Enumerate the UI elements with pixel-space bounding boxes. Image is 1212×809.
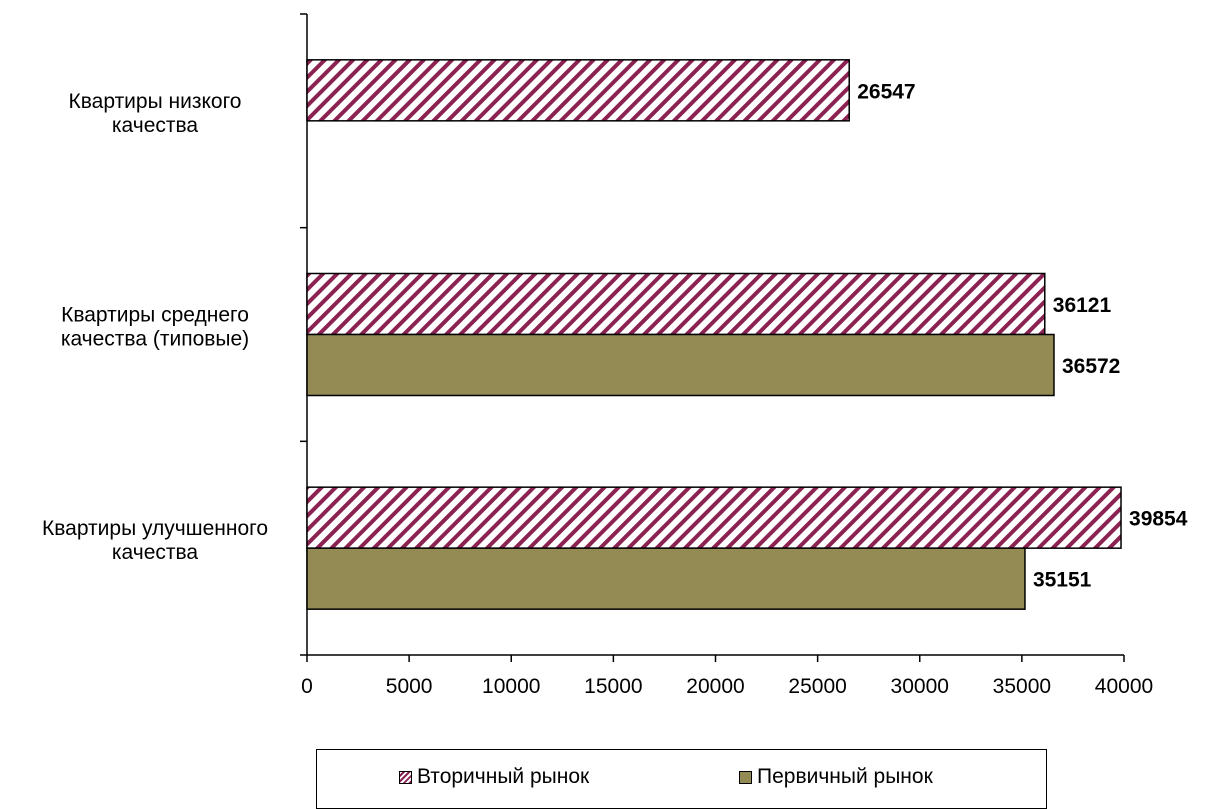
data-label: 36572: [1062, 355, 1120, 378]
x-tick-label: 40000: [1095, 675, 1153, 698]
x-tick-label: 15000: [584, 675, 642, 698]
x-tick-label: 30000: [891, 675, 949, 698]
bar-secondary-market: [306, 272, 1046, 336]
x-tick-label: 0: [301, 675, 313, 698]
category-label: Квартиры улучшенного качества: [42, 517, 268, 564]
legend-label-primary: Первичный рынок: [757, 765, 933, 788]
legend-swatch-solid: [739, 770, 752, 784]
legend-swatch-hatched: [399, 770, 412, 784]
category-label: Квартиры низкого качества: [69, 90, 242, 137]
bar-secondary-market: [306, 59, 850, 122]
legend-label-secondary: Вторичный рынок: [417, 765, 590, 788]
legend: Вторичный рынок Первичный рынок: [316, 749, 1047, 809]
x-tick-label: 5000: [386, 675, 433, 698]
category-label: Квартиры среднего качества (типовые): [61, 304, 249, 351]
data-label: 36121: [1053, 294, 1112, 317]
x-tick-label: 10000: [482, 675, 540, 698]
bar-chart: 0 5000 10000 15000 20000 25000 30000 35000 40000…: [42, 13, 1188, 698]
data-label: 26547: [857, 80, 915, 103]
x-tick-label: 25000: [788, 675, 846, 698]
bar-primary-market: [306, 547, 1026, 610]
bar-secondary-market: [306, 486, 1122, 549]
bar-primary-market: [306, 333, 1055, 397]
legend-item-secondary: Вторичный рынок: [399, 765, 589, 789]
x-tick-label: 20000: [686, 675, 744, 698]
data-label: 35151: [1033, 569, 1092, 592]
legend-item-primary: Первичный рынок: [739, 765, 933, 789]
data-label: 39854: [1129, 508, 1188, 531]
x-tick-label: 35000: [993, 675, 1051, 698]
